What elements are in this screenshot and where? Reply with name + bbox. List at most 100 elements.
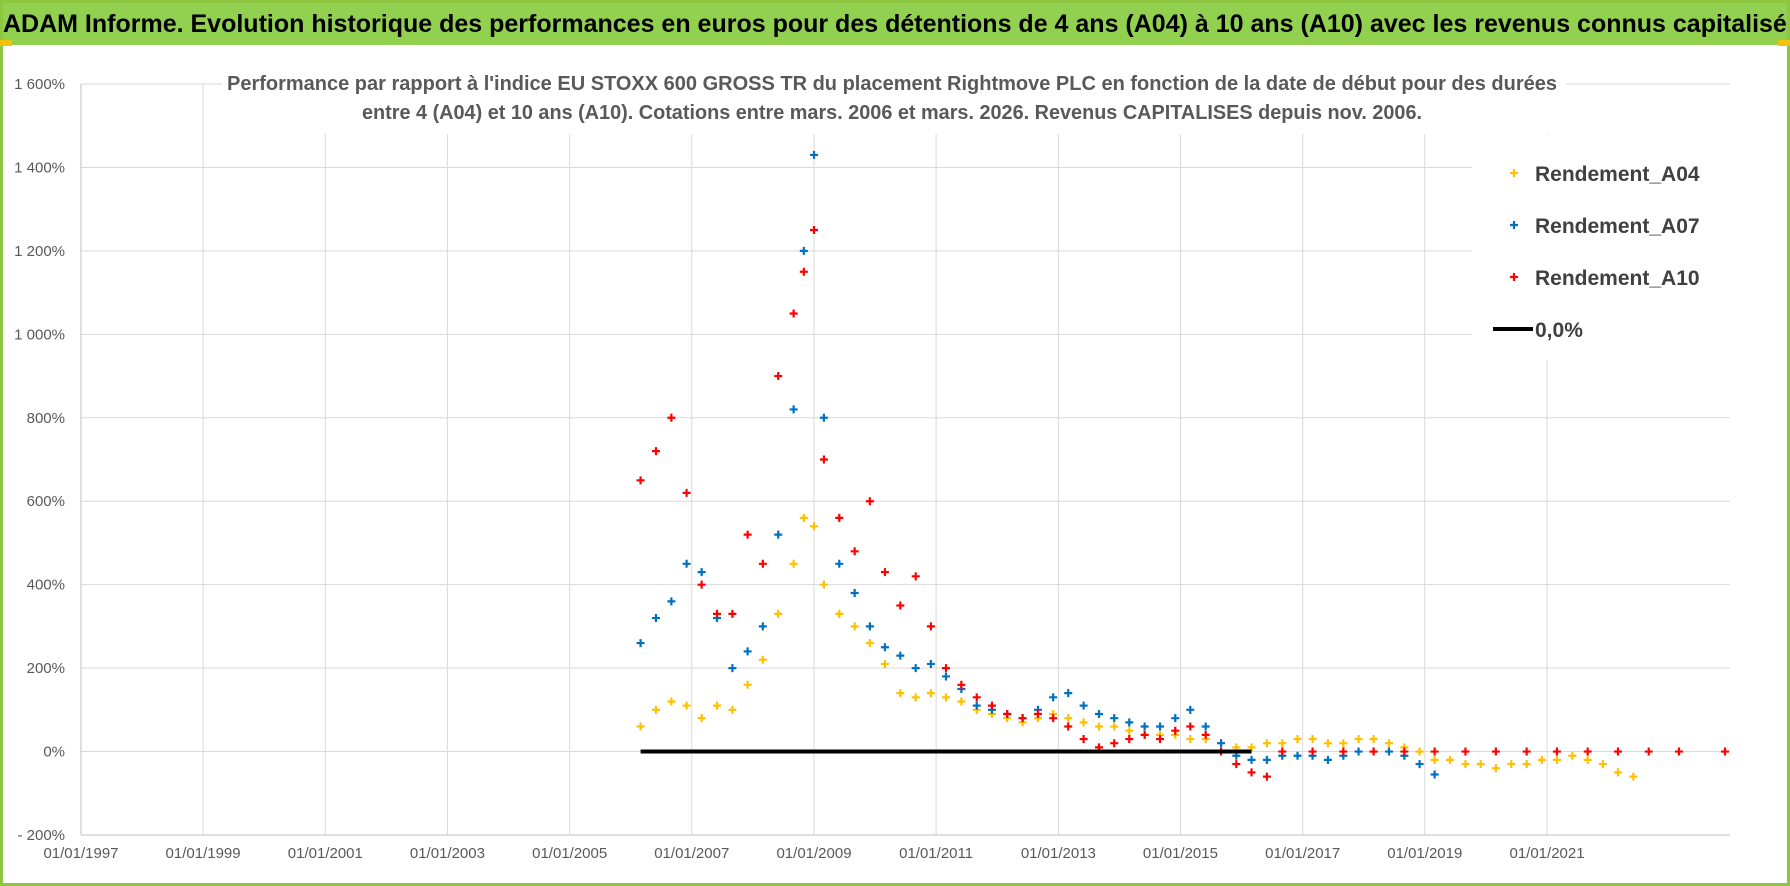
point-rendement-a07 — [667, 597, 676, 606]
x-tick-label: 01/01/2009 — [776, 845, 851, 862]
point-rendement-a04 — [1308, 735, 1317, 744]
y-tick-label: - 200% — [17, 827, 65, 844]
point-rendement-a04 — [957, 697, 966, 706]
point-rendement-a07 — [1201, 722, 1210, 731]
point-rendement-a07 — [758, 622, 767, 631]
point-rendement-a04 — [810, 522, 819, 531]
point-rendement-a04 — [1125, 726, 1134, 735]
point-rendement-a10 — [1140, 730, 1149, 739]
point-rendement-a07 — [835, 559, 844, 568]
point-rendement-a10 — [1064, 722, 1073, 731]
point-rendement-a07 — [1095, 710, 1103, 719]
point-rendement-a10 — [667, 413, 676, 422]
point-rendement-a04 — [1461, 760, 1470, 769]
point-rendement-a10 — [651, 447, 660, 456]
corner-mark-right — [1778, 40, 1790, 46]
point-rendement-a10 — [1644, 747, 1653, 756]
point-rendement-a04 — [1430, 755, 1439, 764]
point-rendement-a10 — [636, 476, 645, 485]
point-rendement-a04 — [774, 609, 783, 618]
point-rendement-a07 — [636, 639, 645, 648]
x-tick-label: 01/01/2011 — [899, 845, 973, 862]
y-tick-label: 400% — [27, 577, 65, 594]
x-tick-label: 01/01/1997 — [43, 845, 118, 862]
legend-marker — [1510, 169, 1518, 177]
x-tick-label: 01/01/1999 — [166, 845, 241, 862]
point-rendement-a04 — [1522, 760, 1531, 769]
point-rendement-a10 — [865, 497, 874, 506]
point-rendement-a10 — [1079, 735, 1088, 744]
point-rendement-a07 — [941, 672, 950, 681]
y-tick-label: 1 200% — [14, 243, 65, 260]
point-rendement-a04 — [819, 580, 828, 589]
point-rendement-a10 — [1110, 739, 1119, 748]
point-rendement-a04 — [1598, 760, 1607, 769]
x-tick-label: 01/01/2001 — [288, 845, 363, 862]
point-rendement-a10 — [774, 372, 783, 381]
point-rendement-a07 — [1262, 755, 1271, 764]
point-rendement-a10 — [941, 664, 950, 673]
point-rendement-a04 — [789, 559, 798, 568]
point-rendement-a07 — [1415, 760, 1424, 769]
point-rendement-a10 — [1522, 747, 1531, 756]
point-rendement-a10 — [1171, 726, 1180, 735]
x-axis: 01/01/1997 01/01/1999 01/01/2001 01/01/2003… — [43, 834, 1730, 862]
point-rendement-a10 — [911, 572, 920, 581]
point-rendement-a07 — [1125, 718, 1134, 727]
point-rendement-a04 — [1583, 755, 1592, 764]
point-rendement-a04 — [1079, 718, 1088, 727]
point-rendement-a07 — [1140, 722, 1149, 731]
point-rendement-a04 — [1568, 751, 1577, 760]
point-rendement-a07 — [1110, 714, 1119, 723]
point-rendement-a04 — [911, 693, 920, 702]
point-rendement-a07 — [1217, 739, 1226, 748]
y-tick-label: 1 600% — [14, 76, 65, 93]
legend-label: Rendement_A07 — [1535, 215, 1700, 238]
point-rendement-a04 — [1186, 735, 1195, 744]
point-rendement-a07 — [1049, 693, 1058, 702]
point-rendement-a04 — [1629, 772, 1638, 781]
x-tick-label: 01/01/2013 — [1021, 845, 1096, 862]
point-rendement-a10 — [1232, 760, 1241, 769]
y-tick-label: 800% — [27, 410, 65, 427]
point-rendement-a10 — [835, 513, 844, 522]
point-rendement-a04 — [1384, 739, 1393, 748]
point-rendement-a04 — [1446, 755, 1455, 764]
point-rendement-a04 — [1339, 739, 1348, 748]
point-rendement-a10 — [758, 559, 767, 568]
point-rendement-a04 — [1064, 714, 1073, 723]
point-rendement-a04 — [758, 655, 767, 664]
point-rendement-a04 — [880, 659, 889, 668]
point-rendement-a04 — [850, 622, 859, 631]
point-rendement-a07 — [682, 559, 691, 568]
point-rendement-a04 — [1476, 760, 1485, 769]
point-rendement-a04 — [743, 680, 752, 689]
point-rendement-a04 — [926, 689, 935, 698]
point-rendement-a07 — [972, 701, 981, 710]
point-rendement-a04 — [896, 689, 905, 698]
chart-title-line: entre 4 (A04) et 10 ans (A10). Cotations… — [362, 102, 1422, 124]
point-rendement-a10 — [1461, 747, 1470, 756]
point-rendement-a10 — [880, 568, 889, 577]
point-rendement-a10 — [1186, 722, 1195, 731]
point-rendement-a07 — [743, 647, 752, 656]
point-rendement-a04 — [1278, 739, 1287, 748]
legend-label: 0,0% — [1535, 319, 1583, 342]
point-rendement-a07 — [1354, 747, 1363, 756]
point-rendement-a07 — [651, 614, 660, 623]
point-rendement-a07 — [1323, 755, 1332, 764]
point-rendement-a10 — [1049, 714, 1058, 723]
point-rendement-a10 — [743, 530, 752, 539]
point-rendement-a07 — [1156, 722, 1165, 731]
point-rendement-a04 — [835, 609, 844, 618]
point-rendement-a04 — [1552, 755, 1561, 764]
point-rendement-a10 — [1201, 730, 1210, 739]
point-rendement-a10 — [1583, 747, 1592, 756]
point-rendement-a07 — [819, 413, 828, 422]
point-rendement-a10 — [1674, 747, 1683, 756]
point-rendement-a07 — [850, 589, 859, 598]
point-rendement-a10 — [926, 622, 935, 631]
point-rendement-a07 — [1064, 689, 1073, 698]
point-rendement-a10 — [1400, 747, 1409, 756]
